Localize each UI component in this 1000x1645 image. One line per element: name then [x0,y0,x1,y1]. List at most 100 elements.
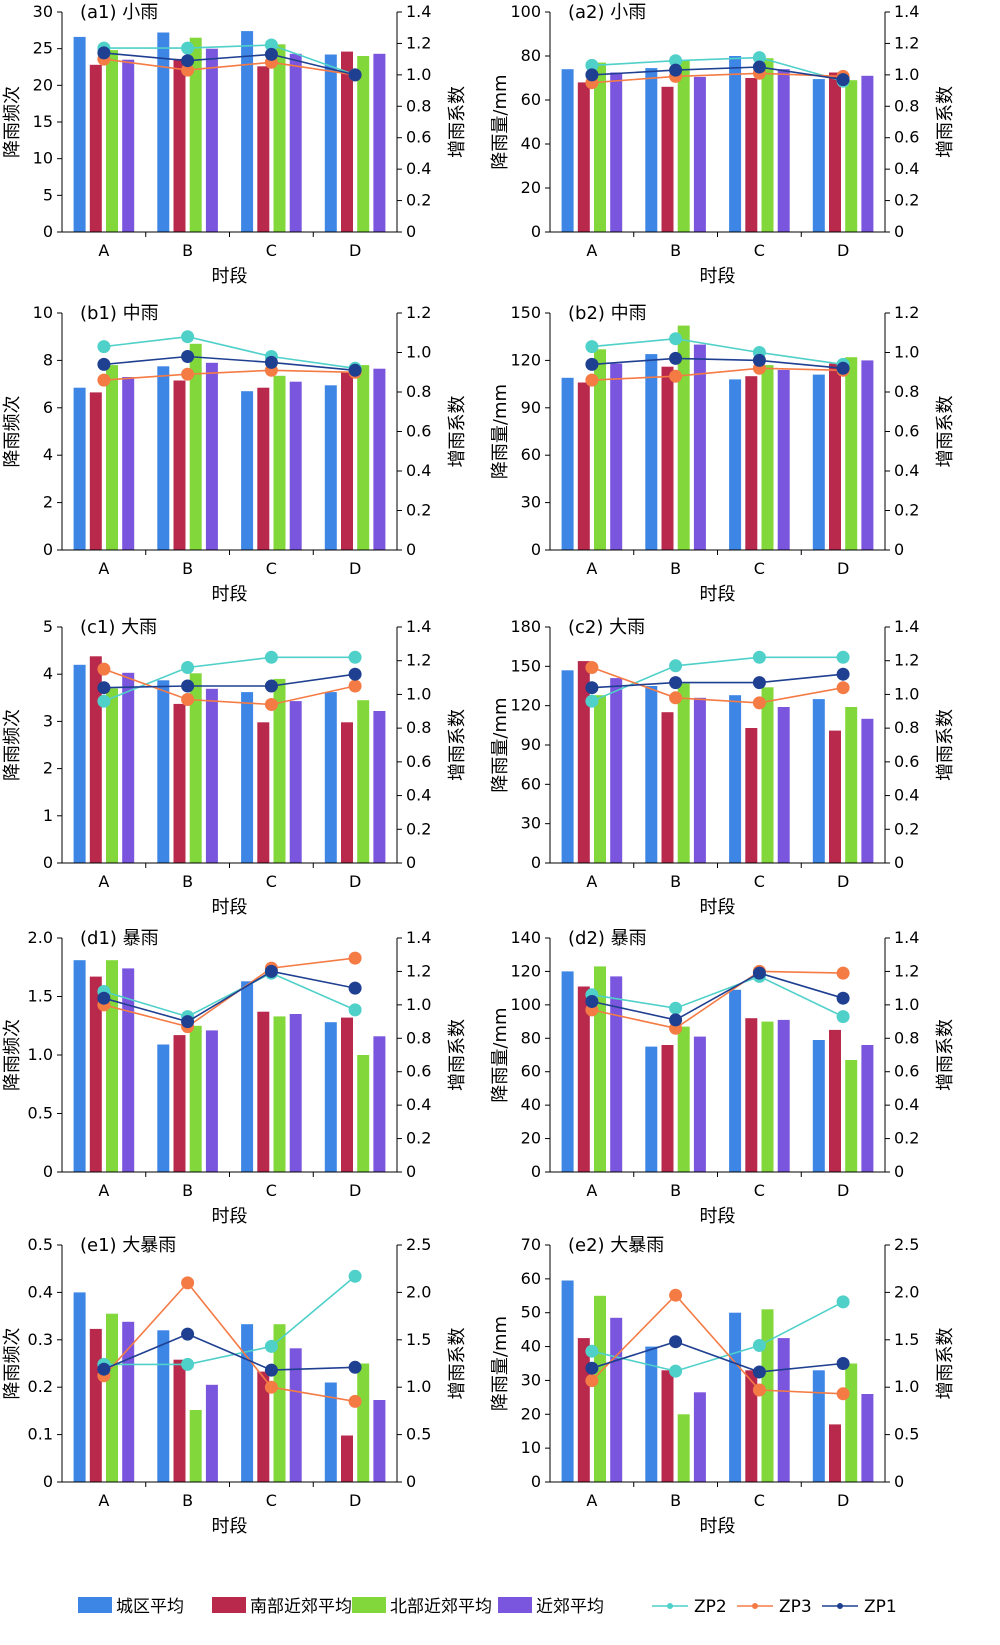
y2-tick-label: 0 [894,222,904,241]
y2-axis-label: 增雨系数 [935,709,956,781]
point-d2-ZP1-A [585,995,599,1008]
y-tick-label: 0 [531,222,541,241]
bar-e1-近郊平均-C [289,1348,302,1482]
y-axis-label: 降雨量/mm [490,384,511,479]
y2-tick-label: 0 [406,1162,416,1181]
y-tick-label: 5 [43,185,53,204]
bar-d2-城区平均-A [561,971,574,1172]
x-tick-label: A [98,1491,109,1510]
point-e1-ZP3-B [181,1276,195,1290]
bar-c1-城区平均-A [73,664,86,863]
bar-e1-近郊平均-A [122,1321,135,1482]
bar-a2-北部近郊平均-A [594,62,606,232]
panel-title: (a2) 小雨 [568,2,646,23]
bar-a1-近郊平均-A [122,59,135,233]
x-tick-label: B [182,1491,193,1510]
bar-b1-南部近郊平均-C [257,387,270,550]
bar-e1-北部近郊平均-D [357,1363,370,1482]
x-tick-label: D [837,559,849,578]
bar-c2-近郊平均-C [777,707,790,863]
bar-b1-近郊平均-B [205,362,218,550]
point-c1-ZP1-D [348,667,362,681]
y-tick-label: 3 [43,711,53,730]
y-tick-label: 150 [510,303,541,322]
bar-d1-近郊平均-C [289,1014,302,1172]
line-a2-ZP1 [591,66,844,81]
y-tick-label: 10 [33,149,53,168]
bar-a1-城区平均-D [324,54,337,232]
bar-e2-南部近郊平均-C [745,1370,758,1482]
bar-b1-北部近郊平均-B [189,343,202,550]
y-tick-label: 90 [521,398,541,417]
y2-tick-label: 0.4 [894,461,919,480]
y-tick-label: 15 [33,112,53,131]
point-d1-ZP1-B [181,1015,195,1029]
y-tick-label: 20 [521,1129,541,1148]
x-tick-label: B [670,241,681,260]
bar-a2-南部近郊平均-A [577,82,590,233]
bar-e2-北部近郊平均-A [594,1295,606,1482]
y-tick-label: 6 [43,398,53,417]
x-tick-label: C [754,1181,765,1200]
point-d2-ZP2-D [836,1010,850,1024]
y-tick-label: 30 [521,814,541,833]
bar-d1-近郊平均-D [373,1036,386,1172]
y2-tick-label: 1.0 [894,684,919,703]
point-c2-ZP3-A [585,661,599,674]
line-c2-ZP3 [591,666,844,704]
bar-d1-城区平均-C [241,981,254,1172]
bar-b1-城区平均-A [73,387,86,550]
panel-title: (a1) 小雨 [80,2,158,23]
y2-tick-label: 1.2 [406,303,431,322]
point-e2-ZP3-D [836,1387,850,1401]
bar-c1-近郊平均-D [373,711,386,863]
y2-tick-label: 0.6 [894,128,919,147]
y-axis-label: 降雨频次 [2,709,23,781]
bar-e2-北部近郊平均-B [677,1414,690,1482]
bar-a1-南部近郊平均-D [341,51,353,232]
point-b2-ZP3-A [585,373,599,387]
y2-axis-label: 增雨系数 [935,1328,956,1400]
y2-tick-label: 0 [406,853,416,872]
bar-b1-北部近郊平均-C [273,375,286,550]
x-tick-label: A [98,559,109,578]
bar-c2-近郊平均-B [693,697,706,863]
bar-b1-南部近郊平均-D [341,372,353,551]
y-tick-label: 40 [521,134,541,153]
bar-a1-北部近郊平均-B [189,37,202,233]
bar-a2-近郊平均-C [777,69,790,232]
y2-tick-label: 1.5 [406,1330,431,1349]
y-tick-label: 0 [43,222,53,241]
x-tick-label: B [182,1181,193,1200]
y2-tick-label: 0.2 [894,819,919,838]
point-e2-ZP3-B [669,1288,683,1302]
y-axis-label: 降雨频次 [2,396,23,468]
point-a2-ZP1-A [585,68,599,82]
bar-d1-北部近郊平均-B [189,1025,202,1173]
y-tick-label: 120 [510,961,541,980]
bar-e1-南部近郊平均-B [173,1359,186,1482]
bar-d1-南部近郊平均-C [257,1011,270,1172]
y-tick-label: 20 [521,1404,541,1423]
legend-marker-1 [752,1603,758,1609]
y2-tick-label: 0.2 [406,501,431,520]
y-tick-label: 0 [531,1162,541,1181]
y-tick-label: 0.5 [28,1104,53,1123]
y2-tick-label: 1.0 [894,995,919,1014]
y2-axis-label: 增雨系数 [935,396,956,468]
bar-e2-近郊平均-D [861,1394,874,1482]
bar-b2-北部近郊平均-C [761,365,774,550]
point-d1-ZP1-A [97,991,111,1005]
y-axis-label: 降雨量/mm [490,1007,511,1102]
bar-a1-近郊平均-D [373,53,386,232]
point-d2-ZP2-B [669,1001,683,1015]
x-tick-label: B [182,872,193,891]
y2-tick-label: 0 [406,222,416,241]
bar-a1-北部近郊平均-A [106,50,118,232]
point-b2-ZP1-B [669,351,683,365]
point-b1-ZP3-A [97,373,111,387]
bar-d1-北部近郊平均-A [106,960,118,1172]
chart-panel-e2: 0 10 20 30 40 50 60 70 0 0.5 1.0 1.5 2.0 2.5 A B C D (e2) … [490,1235,956,1537]
chart-panel-a2: 0 20 40 60 80 100 0 0.2 0.4 0.6 0.8 1.0 1.2 1.4 A B C D (a… [490,2,956,287]
point-a1-ZP2-B [181,41,195,55]
